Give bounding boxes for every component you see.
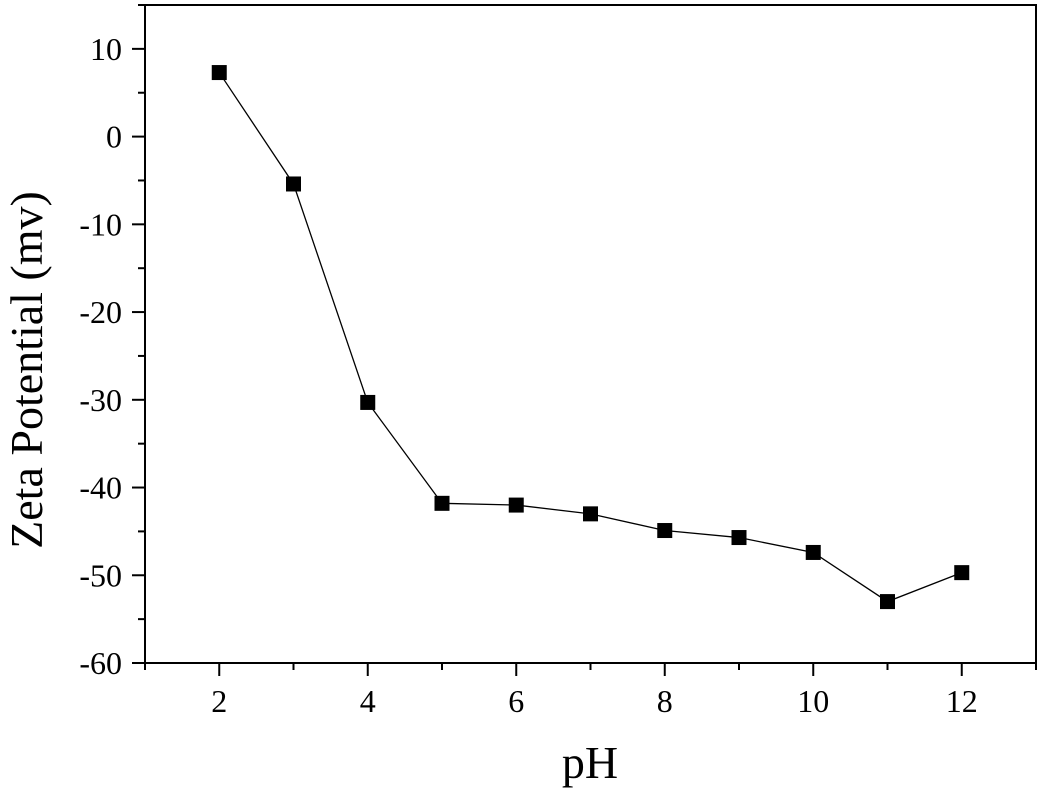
x-tick-label: 2 — [211, 683, 227, 719]
data-point — [731, 530, 747, 546]
axis-ticks: 2 4 6 8 10 12 -60 -50 -40 -30 -20 -10 0 10 — [79, 4, 1037, 719]
data-point — [211, 65, 227, 81]
data-point — [657, 523, 673, 539]
data-point — [508, 497, 524, 513]
data-point — [805, 544, 821, 560]
y-axis-title: Zeta Potential (mv) — [1, 191, 52, 549]
data-point — [954, 565, 970, 581]
data-series — [211, 65, 970, 610]
y-tick-label: -50 — [79, 557, 122, 593]
y-tick-label: -20 — [79, 294, 122, 330]
x-tick-label: 8 — [657, 683, 673, 719]
x-tick-label: 4 — [360, 683, 376, 719]
y-tick-label: -40 — [79, 470, 122, 506]
y-tick-label: -60 — [79, 645, 122, 681]
x-tick-label: 12 — [946, 683, 978, 719]
plot-frame — [144, 4, 1037, 664]
x-tick-label: 6 — [508, 683, 524, 719]
data-point — [583, 506, 598, 522]
x-tick-label: 10 — [797, 683, 829, 719]
series-line — [218, 72, 962, 603]
data-point — [880, 594, 895, 610]
data-point — [360, 394, 376, 410]
y-tick-label: -30 — [79, 382, 122, 418]
y-tick-label: -10 — [79, 206, 122, 242]
x-axis-title: pH — [562, 737, 618, 788]
y-tick-label: 0 — [106, 119, 122, 155]
y-tick-label: 10 — [90, 31, 122, 67]
data-point — [286, 176, 301, 192]
data-point — [434, 495, 450, 511]
